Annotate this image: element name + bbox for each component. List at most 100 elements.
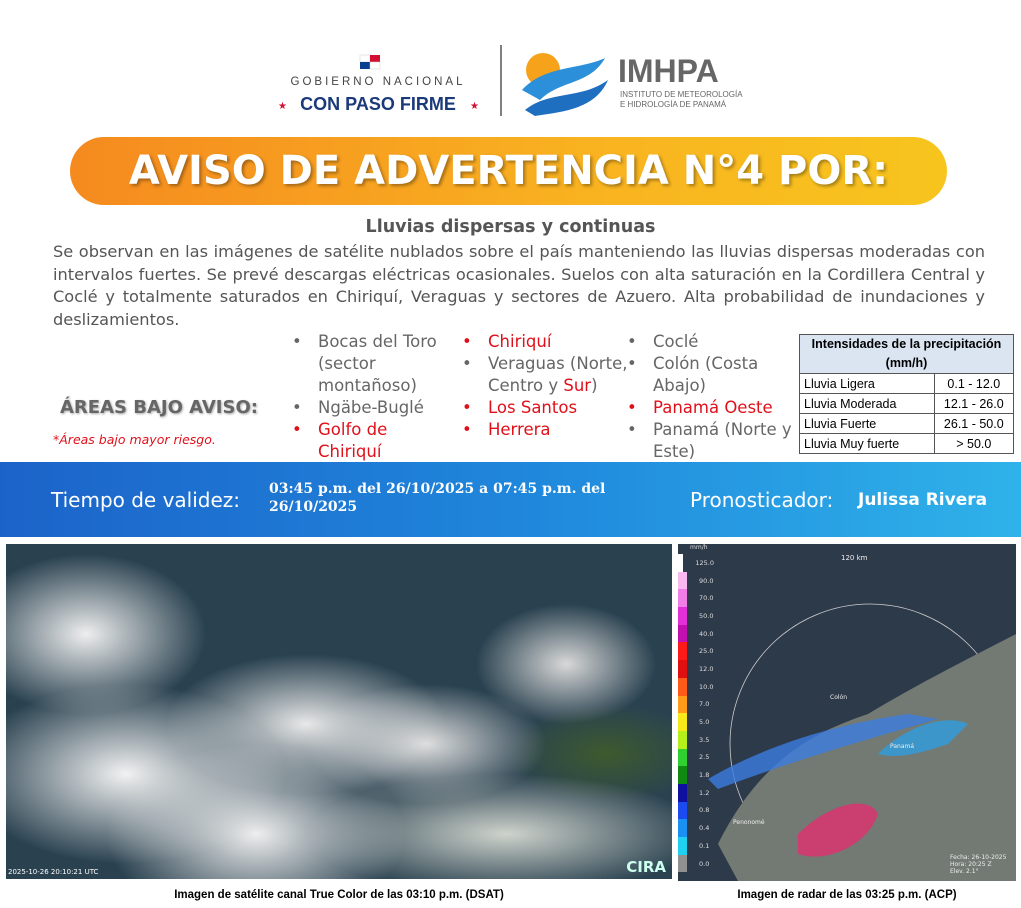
radar-info-line: Hora: 20:25 Z — [950, 861, 992, 868]
radar-image: mm/h 125.0 90.0 70.0 50.0 40.0 25.0 12.0 10.0 7.… — [678, 544, 1016, 881]
legend-row: 0.4 — [678, 819, 714, 837]
legend-row: 1.2 — [678, 783, 714, 802]
table-range: 12.1 - 26.0 — [933, 393, 1015, 414]
area-name-risk: Los Santos — [488, 398, 578, 417]
legend-row: 70.0 — [678, 589, 714, 608]
legend-label: 0.1 — [699, 841, 710, 850]
echo — [798, 803, 878, 857]
legend-label: 10.0 — [699, 682, 714, 691]
legend-swatch — [678, 748, 687, 767]
area-name-risk: Chiriquí — [488, 332, 552, 351]
area-name: Ngäbe-Buglé — [318, 398, 424, 417]
area-name: Colón (Costa Abajo) — [653, 354, 759, 395]
legend-swatch — [678, 713, 687, 731]
legend-swatch — [678, 854, 687, 873]
bullet: • — [292, 332, 302, 351]
legend-swatch — [678, 571, 687, 590]
area-item: • Los Santos — [462, 397, 628, 419]
area-name: ) — [591, 376, 598, 395]
area-item: • Herrera — [462, 419, 628, 441]
bullet: • — [627, 398, 637, 417]
echo — [878, 720, 968, 756]
legend-swatch — [678, 730, 687, 749]
legend-swatch — [678, 660, 687, 678]
area-item: • Panamá Oeste — [627, 397, 793, 419]
table-range: 26.1 - 50.0 — [933, 413, 1015, 434]
area-item: • Veraguas (Norte, Centro y Sur) — [462, 353, 628, 397]
table-row: Lluvia Fuerte 26.1 - 50.0 — [799, 413, 1015, 434]
radar-map — [708, 603, 1016, 881]
area-item: • Coclé — [627, 331, 793, 353]
area-column: • Coclé • Colón (Costa Abajo) • Panamá Oeste •… — [627, 331, 793, 463]
body-text: Se observan en las imágenes de satélite … — [53, 242, 985, 329]
bullet: • — [627, 420, 637, 439]
bullet: • — [627, 332, 637, 351]
legend-swatch — [678, 624, 687, 643]
legend-swatch — [678, 642, 687, 661]
legend-swatch — [678, 589, 687, 608]
satellite-caption: Imagen de satélite canal True Color de l… — [174, 889, 504, 901]
radar-place: Colón — [830, 694, 848, 701]
area-name: Coclé — [653, 332, 699, 351]
org-name: IMHPA — [618, 53, 719, 89]
gov-line2: CON PASO FIRME — [300, 94, 456, 114]
radar-place: Panamá — [890, 743, 915, 750]
table-row: Lluvia Muy fuerte > 50.0 — [799, 433, 1015, 454]
org-line1: INSTITUTO DE METEOROLOGÍA — [620, 90, 743, 99]
bullet: • — [292, 398, 302, 417]
table-label: Lluvia Ligera — [799, 373, 935, 394]
legend-row: 50.0 — [678, 607, 714, 625]
banner-title: AVISO DE ADVERTENCIA N°4 POR: — [128, 148, 889, 194]
radar-unit: mm/h — [690, 544, 708, 551]
legend-label: 0.4 — [699, 824, 710, 833]
area-name-risk: Herrera — [488, 420, 551, 439]
legend-label: 25.0 — [699, 647, 714, 656]
gov-line1: GOBIERNO NACIONAL — [291, 76, 466, 88]
table-header: Intensidades de la precipitación (mm/h) — [799, 334, 1014, 374]
legend-swatch — [678, 607, 687, 625]
org-line2: E HIDROLOGÍA DE PANAMÁ — [620, 100, 727, 109]
bullet: • — [462, 332, 472, 351]
area-item: • Ngäbe-Buglé — [292, 397, 446, 419]
legend-row: 40.0 — [678, 624, 714, 643]
bullet: • — [462, 398, 472, 417]
flag-icon — [359, 54, 381, 70]
legend-label: 70.0 — [699, 594, 714, 603]
legend-row: 25.0 — [678, 642, 714, 661]
area-item: • Chiriquí — [462, 331, 628, 353]
area-column: • Bocas del Toro (sector montañoso) • Ngäbe… — [292, 331, 446, 463]
radar-caption: Imagen de radar de las 03:25 p.m. (ACP) — [737, 889, 957, 901]
area-name-risk: Golfo de Chiriquí — [318, 420, 388, 461]
legend-swatch — [678, 837, 687, 855]
legend-label: 3.5 — [699, 735, 710, 744]
legend-label: 5.0 — [699, 718, 710, 727]
forecaster-label: Pronosticador: — [690, 488, 834, 512]
satellite-credit: CIRA — [626, 858, 666, 876]
area-name-risk: Panamá Oeste — [653, 398, 773, 417]
legend-row: 5.0 — [678, 713, 714, 731]
banner: AVISO DE ADVERTENCIA N°4 POR: — [70, 137, 947, 205]
satellite-timestamp: 2025-10-26 20:10:21 UTC — [8, 868, 99, 876]
legend-row: 10.0 — [678, 677, 714, 696]
legend-label: 0.8 — [699, 806, 710, 815]
star: ★ — [470, 101, 479, 112]
legend-row: 90.0 — [678, 571, 714, 590]
radar-range: 120 km — [841, 554, 868, 562]
intensity-table: Intensidades de la precipitación (mm/h) … — [799, 334, 1015, 454]
legend-row: 0.1 — [678, 837, 714, 855]
area-item: • Colón (Costa Abajo) — [627, 353, 793, 397]
radar-info-line: Fecha: 26-10-2025 — [950, 854, 1007, 861]
bullet: • — [292, 420, 302, 439]
area-column: • Chiriquí • Veraguas (Norte, Centro y Sur)… — [462, 331, 628, 441]
satellite-image: 2025-10-26 20:10:21 UTC CIRA — [6, 544, 672, 879]
legend-label: 90.0 — [699, 576, 714, 585]
area-name: Bocas del Toro (sector montañoso) — [318, 332, 437, 395]
legend-label: 125.0 — [695, 558, 714, 567]
areas-label: ÁREAS BAJO AVISO: — [60, 397, 258, 418]
imhpa-logo — [522, 53, 608, 116]
legend-swatch — [678, 554, 684, 572]
legend-swatch — [678, 677, 687, 696]
table-row: Lluvia Moderada 12.1 - 26.0 — [799, 393, 1015, 414]
area-name: Veraguas (Norte, Centro y — [488, 354, 628, 395]
